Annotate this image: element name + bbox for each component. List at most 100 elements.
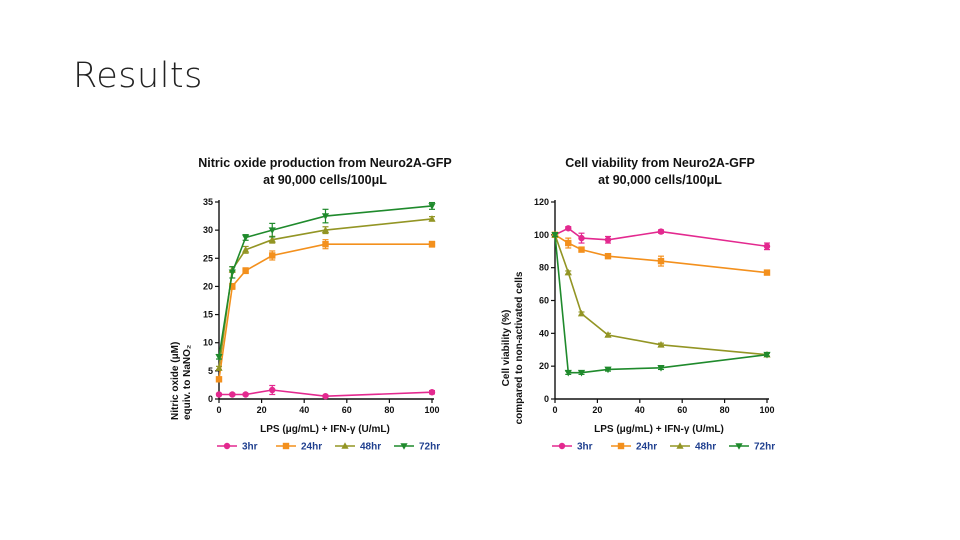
legend-marker-72hr	[400, 443, 408, 450]
legend-item-72hr: 72hr	[394, 442, 440, 453]
x-tick-label: 60	[677, 405, 687, 415]
y-axis-label-line-1: Cell viability (%)	[501, 310, 512, 387]
series-line-24hr	[554, 234, 768, 274]
data-point-3hr	[604, 236, 612, 243]
chart-title-line-2: at 90,000 cells/100μL	[263, 173, 387, 187]
data-point-24hr	[322, 241, 329, 248]
x-tick-label: 0	[552, 405, 557, 415]
legend-marker-3hr	[558, 442, 566, 450]
legend-label: 3hr	[242, 442, 258, 453]
data-point-3hr	[657, 228, 665, 235]
x-axis-label: LPS (μg/mL) + IFN-γ (U/mL)	[594, 424, 724, 435]
data-point-24hr	[604, 252, 612, 260]
y-tick-label: 80	[539, 263, 549, 273]
slide-title: Results	[73, 56, 203, 96]
data-point-24hr	[657, 257, 665, 265]
data-point-24hr	[763, 269, 771, 276]
legend-label: 48hr	[360, 442, 381, 453]
x-tick-label: 100	[759, 405, 774, 415]
legend-label: 24hr	[301, 442, 322, 453]
data-point-3hr	[229, 391, 236, 398]
series-48hr	[215, 215, 436, 371]
y-tick-label: 15	[203, 310, 213, 320]
legend-marker-48hr	[341, 442, 349, 449]
y-axis-label-line-2: compared to non-activated cells	[514, 271, 525, 424]
nitric-oxide-chart: Nitric oxide production from Neuro2A-GFP…	[170, 156, 452, 453]
series-24hr	[215, 239, 436, 383]
data-point-3hr	[763, 243, 771, 250]
data-point-72hr	[551, 232, 559, 239]
y-tick-label: 35	[203, 197, 213, 207]
legend-marker-48hr	[676, 442, 684, 449]
legend-label: 3hr	[577, 442, 593, 453]
series-3hr	[551, 225, 771, 251]
data-point-24hr	[242, 267, 249, 274]
data-point-24hr	[428, 241, 436, 248]
data-point-72hr	[268, 227, 276, 234]
legend-item-3hr: 3hr	[217, 442, 258, 453]
series-line-72hr	[218, 205, 433, 357]
legend-label: 72hr	[754, 442, 775, 453]
series-3hr	[215, 384, 436, 400]
y-tick-label: 20	[539, 361, 549, 371]
chart-title-line-2: at 90,000 cells/100μL	[598, 173, 722, 187]
y-tick-label: 0	[208, 394, 213, 404]
data-point-3hr	[565, 225, 572, 232]
legend-item-24hr: 24hr	[276, 442, 322, 453]
series-line-72hr	[554, 234, 768, 374]
legend-item-72hr: 72hr	[729, 442, 775, 453]
data-point-72hr	[215, 353, 223, 361]
data-point-48hr	[657, 341, 665, 348]
x-tick-label: 100	[424, 405, 439, 415]
y-tick-label: 20	[203, 281, 213, 291]
data-point-24hr	[215, 376, 223, 383]
legend-marker-3hr	[223, 442, 231, 450]
data-point-24hr	[565, 239, 572, 247]
series-line-24hr	[218, 243, 432, 380]
y-tick-label: 10	[203, 338, 213, 348]
chart-title-line-1: Nitric oxide production from Neuro2A-GFP	[198, 156, 452, 170]
y-tick-label: 25	[203, 253, 213, 263]
data-point-24hr	[578, 246, 585, 253]
legend-item-48hr: 48hr	[670, 442, 716, 453]
y-tick-label: 120	[534, 197, 549, 207]
data-point-3hr	[578, 234, 585, 242]
data-point-48hr	[321, 226, 330, 233]
legend-item-24hr: 24hr	[611, 442, 657, 453]
data-point-72hr	[577, 369, 586, 377]
x-axis-label: LPS (μg/mL) + IFN-γ (U/mL)	[260, 424, 390, 435]
legend-label: 48hr	[695, 442, 716, 453]
series-72hr	[551, 232, 771, 377]
data-point-72hr	[428, 203, 436, 210]
x-tick-label: 60	[342, 405, 352, 415]
legend-marker-72hr	[735, 443, 743, 450]
data-point-3hr	[242, 391, 249, 398]
legend-label: 72hr	[419, 442, 440, 453]
x-tick-label: 20	[592, 405, 602, 415]
legend-marker-24hr	[282, 442, 290, 450]
series-72hr	[215, 201, 436, 361]
x-tick-label: 0	[216, 405, 221, 415]
data-point-24hr	[229, 283, 236, 290]
data-point-48hr	[242, 246, 250, 253]
data-point-72hr	[321, 213, 330, 220]
y-tick-label: 5	[208, 366, 213, 376]
series-line-48hr	[554, 234, 768, 356]
y-tick-label: 40	[539, 328, 549, 338]
legend-label: 24hr	[636, 442, 657, 453]
data-point-3hr	[428, 389, 436, 396]
data-point-3hr	[269, 386, 276, 394]
y-axis-label-line-1: Nitric oxide (μM)	[170, 342, 181, 420]
data-point-48hr	[577, 309, 586, 317]
data-point-3hr	[322, 392, 329, 400]
data-point-48hr	[564, 268, 572, 276]
y-tick-label: 60	[539, 296, 549, 306]
data-point-48hr	[215, 364, 223, 371]
x-tick-label: 20	[257, 405, 267, 415]
x-tick-label: 80	[384, 405, 394, 415]
legend-item-3hr: 3hr	[552, 442, 593, 453]
y-tick-label: 30	[203, 225, 213, 235]
x-tick-label: 40	[635, 405, 645, 415]
data-point-24hr	[269, 252, 276, 259]
legend-marker-24hr	[617, 442, 625, 450]
